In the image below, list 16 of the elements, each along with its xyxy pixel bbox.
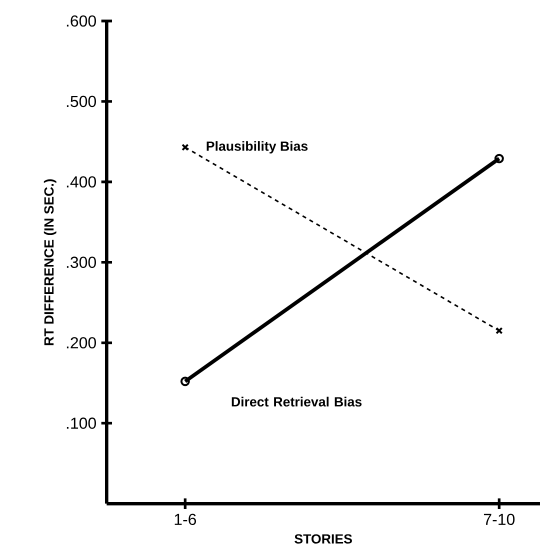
series-label: Plausibility Bias — [206, 141, 308, 154]
point — [496, 327, 503, 334]
x-axis-title: STORIES — [294, 534, 352, 544]
text: Direct Retrieval Bias — [232, 396, 362, 407]
y-tick-label: .300 — [66, 256, 96, 268]
x-tick-label: 7-10 — [484, 514, 515, 526]
y-tick-label: .500 — [66, 96, 96, 108]
y-tick-label: .100 — [66, 418, 96, 429]
y-axis-title: RT DIFFERENCE (IN SEC.) — [44, 179, 56, 346]
y-tick-label: .400 — [66, 176, 96, 188]
point — [494, 154, 504, 164]
y-tick-label: .200 — [66, 337, 96, 348]
point — [182, 144, 189, 151]
x-tick-label: 1-6 — [174, 514, 196, 526]
y-tick-label: .600 — [66, 15, 96, 27]
point — [180, 376, 190, 386]
